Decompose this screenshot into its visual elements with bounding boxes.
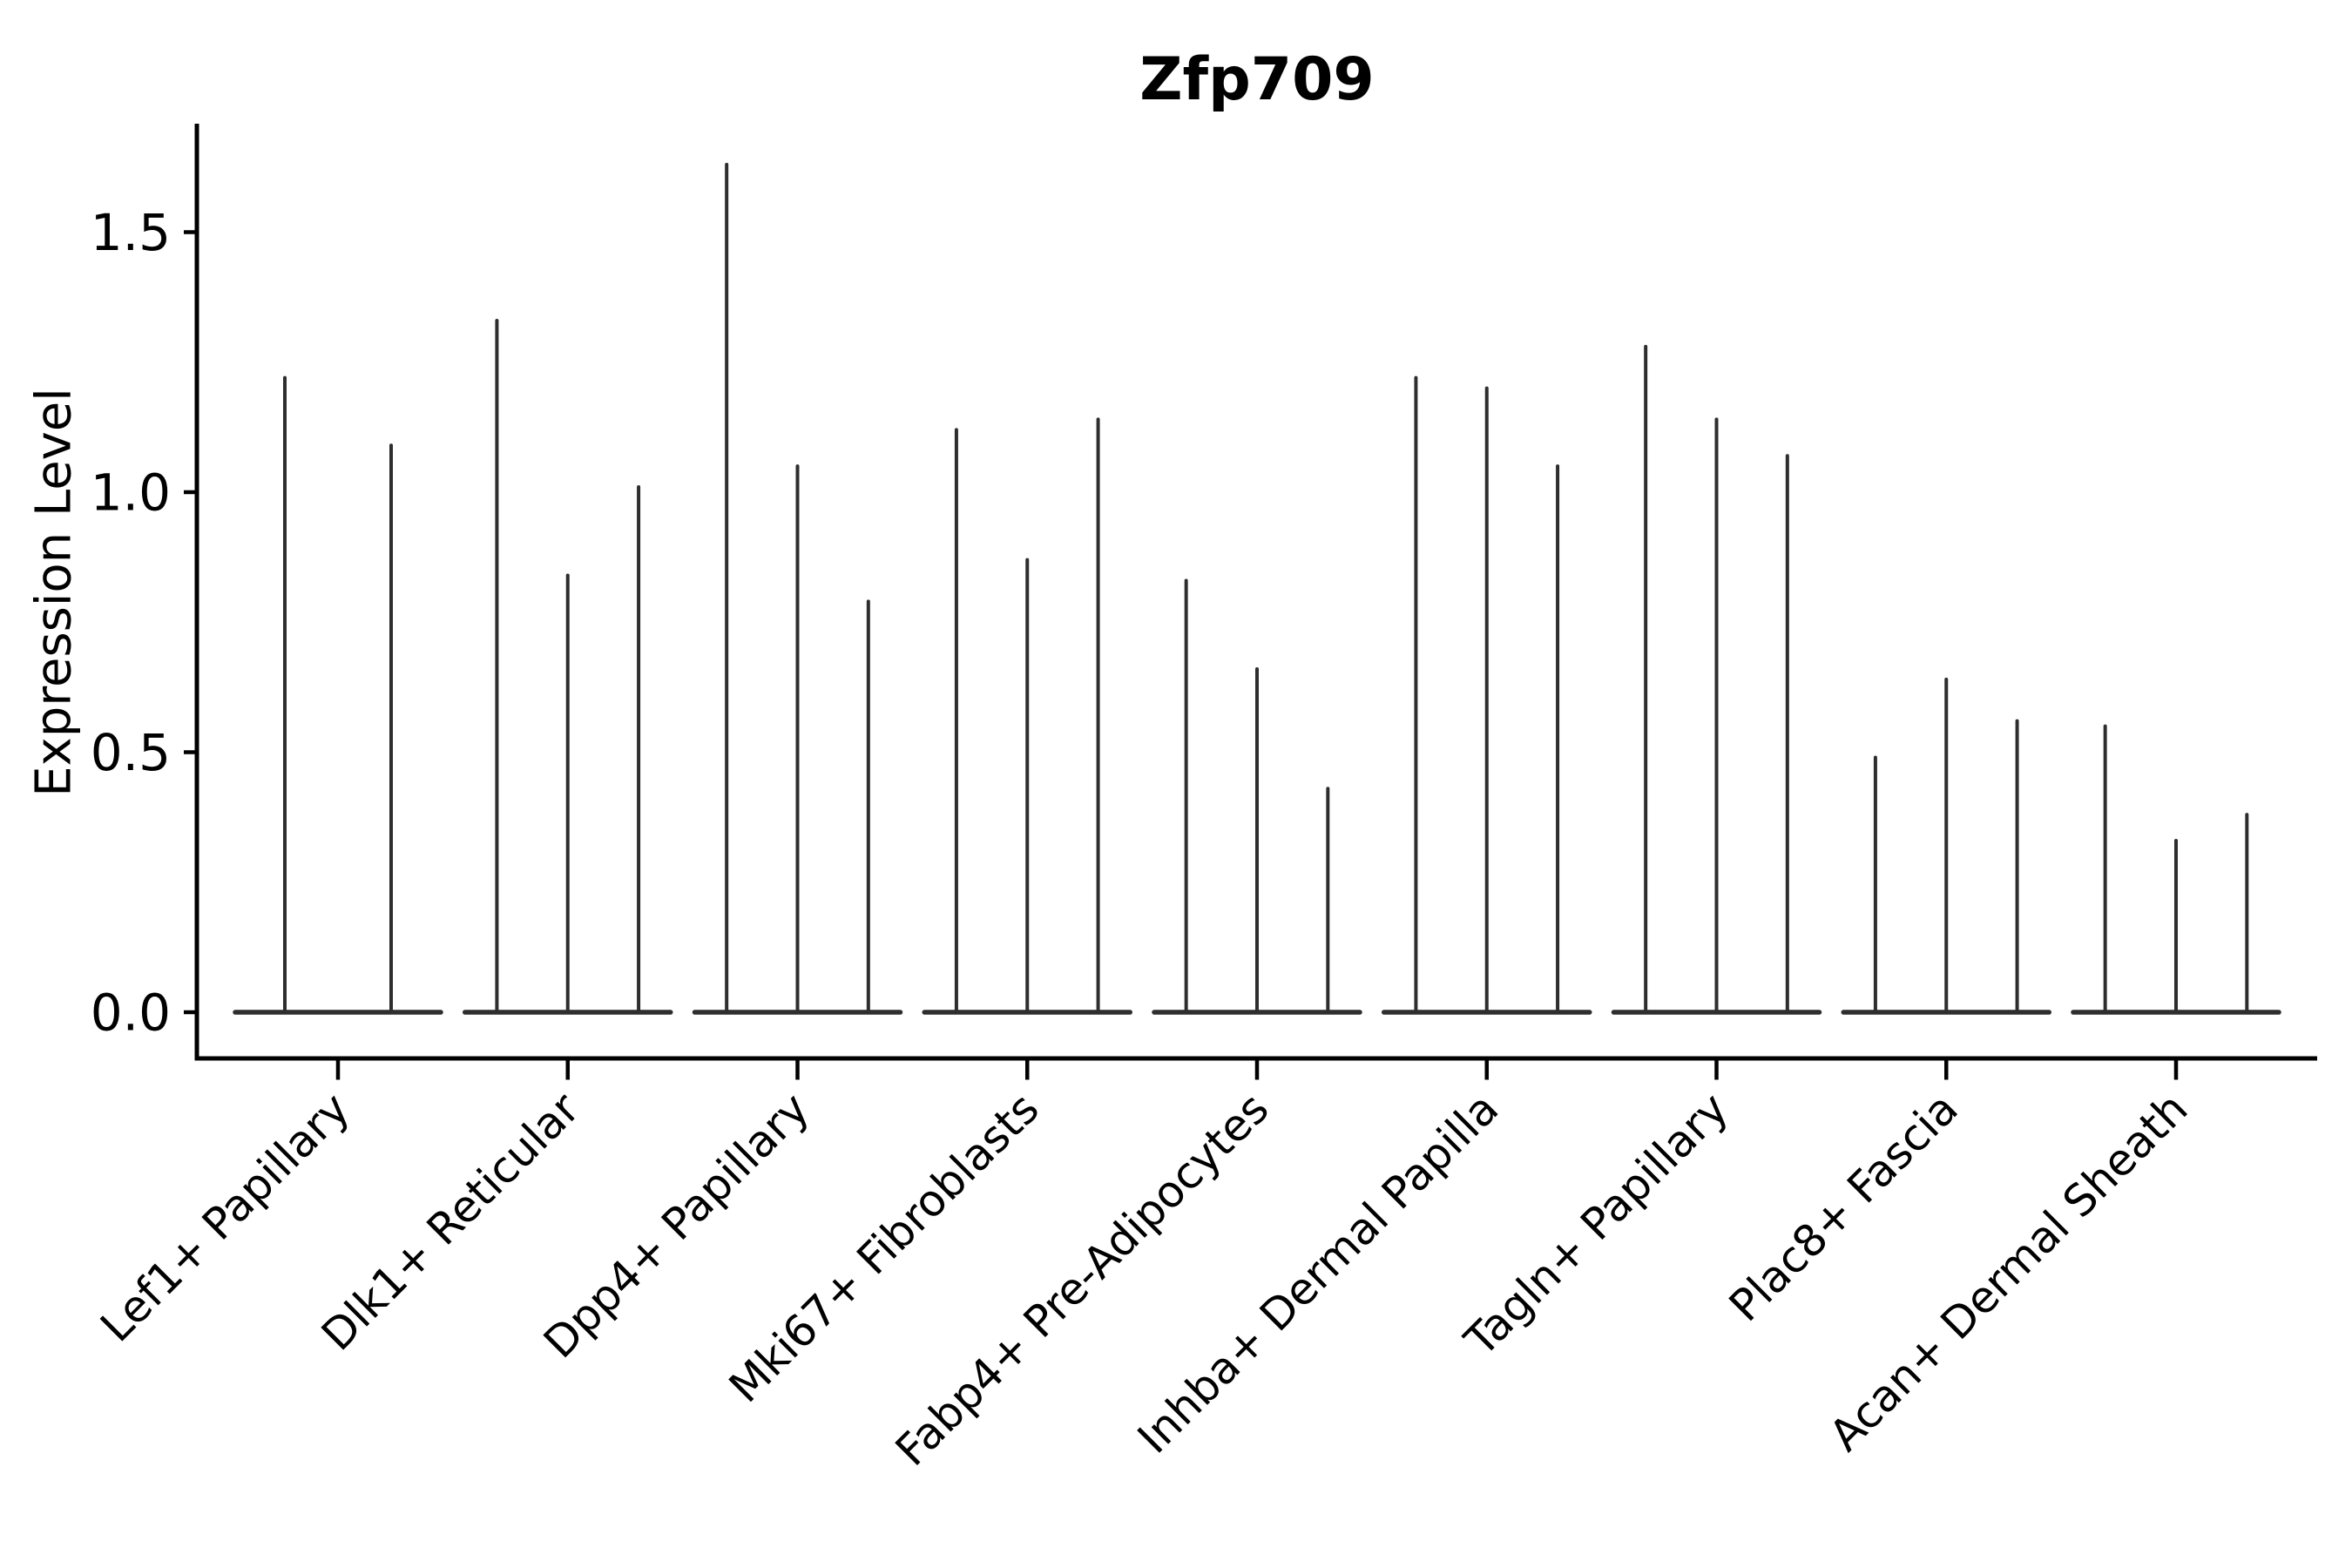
axis-spines (194, 124, 2317, 1061)
y-tick-label: 0.5 (91, 723, 171, 782)
y-tick-label: 0.0 (91, 983, 171, 1043)
x-tick-label: Fabp4+ Pre-Adipocytes (886, 1083, 1279, 1476)
y-axis-label: Expression Level (25, 388, 83, 797)
chart-title: Zfp709 (1139, 45, 1375, 114)
x-tick-label: Plac8+ Fascia (1720, 1083, 1968, 1331)
y-tick-label: 1.5 (91, 203, 171, 262)
y-tick-label: 1.0 (91, 463, 171, 523)
x-tick-label: Lef1+ Papillary (91, 1083, 359, 1351)
